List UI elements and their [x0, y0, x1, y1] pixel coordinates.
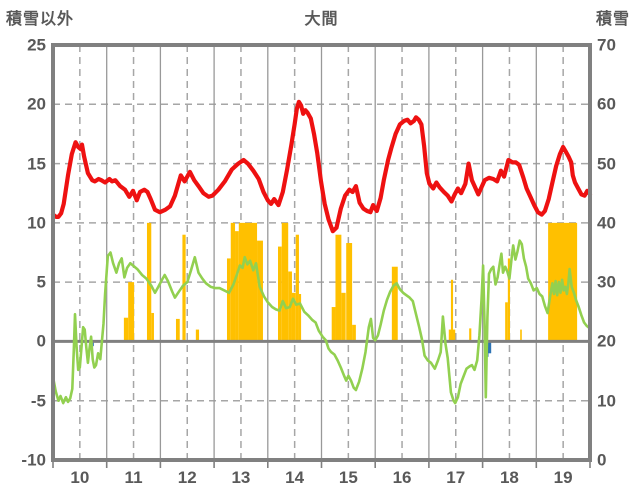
snow-bar — [182, 234, 186, 342]
x-axis-tick-label: 13 — [231, 468, 251, 487]
left-axis-tick-label: 20 — [27, 94, 46, 114]
left-axis-title: 積雪以外 — [6, 11, 75, 28]
snow-bar — [175, 318, 180, 342]
snow-bar — [257, 240, 263, 342]
snow-bar — [295, 234, 299, 342]
snow-bar — [291, 292, 296, 342]
left-axis-tick-label: 15 — [27, 154, 46, 174]
right-axis-tick-label: 60 — [597, 94, 616, 114]
left-axis-tick-label: 10 — [27, 213, 46, 233]
snow-bar — [128, 282, 135, 342]
snow-bar — [238, 222, 258, 342]
snow-bar — [235, 231, 239, 342]
right-axis-tick-label: 0 — [597, 450, 607, 470]
x-axis-tick-label: 16 — [392, 468, 412, 487]
chart-title: 大間 — [304, 11, 339, 28]
blue-bar — [488, 341, 492, 354]
x-axis-tick-label: 15 — [338, 468, 358, 487]
x-axis-tick-label: 11 — [124, 468, 143, 487]
snow-bar — [151, 312, 154, 342]
x-axis-tick-label: 12 — [177, 468, 197, 487]
right-axis-tick-label: 70 — [597, 35, 616, 55]
snow-bar — [195, 329, 200, 342]
x-axis-tick-label: 14 — [285, 468, 305, 487]
x-axis-tick-label: 18 — [499, 468, 519, 487]
x-axis-tick-label: 10 — [70, 468, 90, 487]
snow-bar — [352, 324, 356, 342]
snow-bar — [346, 243, 353, 342]
right-axis-tick-label: 50 — [597, 154, 616, 174]
snow-bar — [520, 329, 522, 342]
snow-bar — [391, 266, 398, 342]
green-line — [51, 239, 592, 405]
left-axis-tick-label: 0 — [36, 331, 46, 351]
right-axis-title: 積雪 — [595, 11, 630, 28]
snow-bar — [123, 317, 129, 342]
right-axis-tick-label: 10 — [597, 391, 616, 411]
snow-bar — [281, 222, 289, 342]
snow-bar — [226, 258, 231, 342]
right-axis-tick-label: 20 — [597, 331, 616, 351]
x-axis-tick-label: 17 — [446, 468, 466, 487]
snow-bar — [331, 307, 336, 342]
snow-bar — [505, 302, 508, 342]
red-line — [50, 99, 593, 234]
snow-bar — [335, 234, 342, 342]
left-axis-tick-label: 5 — [36, 272, 46, 292]
snow-bar — [298, 294, 302, 342]
left-axis-tick-label: 25 — [27, 35, 46, 55]
left-axis-tick-label: -5 — [30, 391, 46, 411]
x-axis-tick-label: 19 — [553, 468, 573, 487]
right-axis-tick-label: 40 — [597, 213, 616, 233]
left-axis-tick-label: -10 — [21, 450, 46, 470]
snow-bar — [278, 246, 282, 342]
right-axis-tick-label: 30 — [597, 272, 616, 292]
snow-bar — [341, 292, 346, 342]
snow-bar — [450, 279, 454, 342]
snow-bar — [507, 258, 510, 342]
snow-bar — [469, 328, 472, 342]
plot-border — [51, 43, 592, 462]
